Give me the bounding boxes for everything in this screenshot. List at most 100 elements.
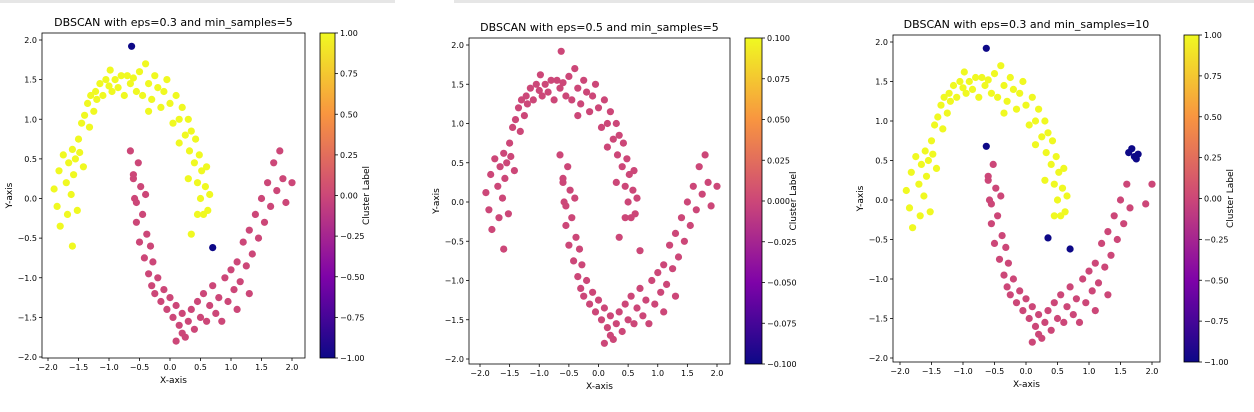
data-point bbox=[559, 178, 567, 186]
data-point bbox=[565, 241, 573, 249]
data-point bbox=[1142, 200, 1150, 208]
data-point bbox=[564, 163, 572, 171]
y-tick-label: −2.0 bbox=[869, 354, 888, 363]
data-point bbox=[233, 258, 241, 266]
x-tick-label: 1.0 bbox=[1083, 367, 1096, 376]
data-point bbox=[917, 160, 926, 168]
data-point bbox=[1028, 93, 1036, 101]
data-point bbox=[184, 175, 192, 183]
x-tick-label: −2.0 bbox=[38, 363, 57, 372]
x-tick-label: −2.0 bbox=[890, 367, 909, 376]
data-point bbox=[1107, 251, 1115, 259]
data-point bbox=[96, 80, 104, 88]
y-tick-label: 0.0 bbox=[24, 195, 37, 204]
data-point bbox=[931, 121, 939, 129]
y-tick-label: 1.5 bbox=[875, 78, 888, 87]
data-point bbox=[270, 159, 278, 167]
data-point bbox=[169, 313, 177, 321]
data-point bbox=[583, 88, 591, 96]
data-point bbox=[1050, 299, 1058, 307]
data-point bbox=[1063, 192, 1071, 200]
data-point bbox=[666, 241, 674, 249]
data-point bbox=[600, 304, 609, 312]
data-point bbox=[1041, 117, 1049, 125]
data-point bbox=[157, 297, 165, 306]
data-point bbox=[572, 233, 580, 241]
data-point bbox=[997, 62, 1005, 70]
data-point bbox=[62, 179, 70, 187]
data-point bbox=[1025, 314, 1033, 323]
data-point bbox=[577, 284, 585, 292]
data-point bbox=[193, 179, 202, 187]
data-point bbox=[1061, 208, 1069, 216]
data-point bbox=[960, 68, 968, 76]
data-point bbox=[511, 116, 520, 124]
data-point bbox=[989, 160, 997, 168]
data-point bbox=[209, 282, 217, 290]
data-point bbox=[615, 308, 623, 316]
data-point bbox=[508, 123, 517, 131]
data-point bbox=[600, 339, 609, 347]
data-point bbox=[621, 182, 629, 190]
colorbar-tick-label: 0.00 bbox=[1204, 195, 1222, 204]
data-point bbox=[1031, 322, 1040, 330]
data-point bbox=[1110, 212, 1118, 220]
data-point bbox=[185, 147, 194, 155]
data-point bbox=[126, 147, 134, 155]
data-point bbox=[134, 159, 142, 167]
plot-area bbox=[892, 34, 1161, 363]
data-point bbox=[677, 214, 686, 222]
data-point bbox=[562, 202, 570, 210]
x-tick-label: −0.5 bbox=[985, 367, 1004, 376]
data-point bbox=[571, 65, 579, 73]
data-point bbox=[1094, 279, 1103, 287]
data-point bbox=[1028, 303, 1036, 311]
data-point bbox=[172, 301, 180, 310]
data-point bbox=[633, 304, 641, 312]
data-point bbox=[81, 111, 89, 119]
data-point bbox=[1006, 73, 1014, 82]
x-tick-label: 0.0 bbox=[164, 363, 177, 372]
data-point bbox=[535, 86, 543, 95]
data-point bbox=[516, 127, 524, 135]
x-axis-label: X-axis bbox=[1013, 380, 1040, 390]
y-tick-label: 1.5 bbox=[24, 76, 37, 85]
x-tick-label: −1.5 bbox=[69, 363, 88, 372]
data-point bbox=[267, 202, 275, 210]
data-point bbox=[909, 224, 917, 232]
data-point bbox=[972, 73, 980, 82]
data-point bbox=[504, 210, 512, 218]
colorbar-tick-label: 0.000 bbox=[767, 197, 790, 206]
colorbar bbox=[744, 37, 763, 365]
data-point bbox=[615, 131, 623, 139]
data-point bbox=[529, 96, 537, 104]
x-tick-label: 1.5 bbox=[255, 363, 268, 372]
data-point bbox=[148, 282, 156, 290]
data-point bbox=[500, 149, 508, 157]
data-point bbox=[618, 327, 626, 336]
data-point bbox=[93, 95, 101, 103]
data-point bbox=[583, 276, 591, 285]
data-point bbox=[556, 151, 564, 159]
data-point bbox=[482, 189, 490, 197]
data-point bbox=[233, 305, 241, 313]
data-point bbox=[987, 89, 996, 97]
data-point bbox=[959, 84, 967, 92]
data-point bbox=[663, 280, 671, 288]
data-point bbox=[76, 148, 84, 157]
data-point bbox=[612, 119, 620, 128]
data-point bbox=[1042, 149, 1050, 157]
colorbar-tick-label: −1.00 bbox=[1204, 358, 1229, 367]
data-point bbox=[586, 300, 594, 308]
data-point bbox=[1012, 105, 1021, 113]
colorbar-tick-label: −1.00 bbox=[340, 354, 365, 363]
data-point bbox=[184, 115, 192, 123]
data-point bbox=[606, 331, 615, 339]
y-tick-label: 0.5 bbox=[875, 157, 888, 166]
data-point bbox=[532, 80, 540, 88]
data-point bbox=[142, 190, 150, 199]
data-point bbox=[221, 274, 229, 282]
data-point bbox=[175, 139, 183, 147]
data-point bbox=[140, 254, 148, 262]
y-tick-label: 0.5 bbox=[24, 155, 37, 164]
